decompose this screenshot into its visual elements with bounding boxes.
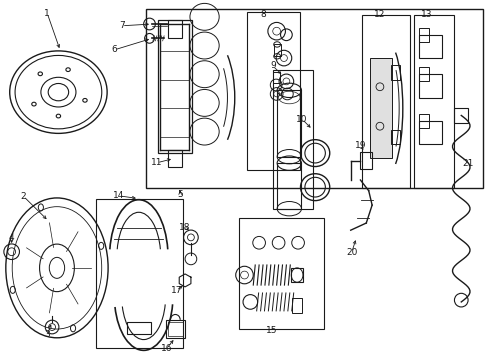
Bar: [418, 35, 441, 58]
Text: 4: 4: [9, 233, 15, 242]
Bar: [146, 9, 482, 188]
Text: 1: 1: [44, 9, 50, 18]
Bar: [272, 72, 279, 83]
Bar: [277, 163, 301, 209]
Text: 6: 6: [111, 45, 117, 54]
Text: 10: 10: [296, 114, 307, 123]
Bar: [158, 21, 191, 153]
Bar: [292, 298, 302, 313]
Text: 21: 21: [461, 159, 472, 168]
Bar: [126, 321, 151, 334]
Bar: [418, 121, 441, 144]
Bar: [167, 321, 183, 336]
Bar: [165, 320, 184, 338]
Bar: [277, 90, 301, 157]
Text: 15: 15: [265, 326, 277, 335]
Text: 5: 5: [177, 190, 183, 199]
Bar: [413, 15, 453, 188]
Text: 14: 14: [113, 191, 124, 200]
Bar: [418, 74, 441, 98]
Bar: [418, 28, 428, 42]
Text: 18: 18: [179, 223, 190, 232]
Bar: [291, 268, 303, 282]
Bar: [273, 44, 280, 56]
Text: 7: 7: [119, 21, 124, 30]
Text: 16: 16: [161, 344, 172, 353]
Bar: [453, 108, 467, 123]
Bar: [96, 199, 183, 348]
Text: 20: 20: [346, 248, 357, 257]
Text: 13: 13: [421, 10, 432, 19]
Text: 9: 9: [269, 62, 275, 71]
Bar: [238, 218, 324, 329]
Text: 17: 17: [170, 286, 182, 295]
Bar: [369, 58, 391, 158]
Bar: [390, 130, 400, 144]
Bar: [390, 65, 400, 80]
Text: 11: 11: [151, 158, 162, 167]
Text: 8: 8: [260, 10, 265, 19]
Text: 2: 2: [20, 192, 26, 201]
Bar: [167, 21, 182, 39]
Bar: [167, 149, 182, 167]
Text: 12: 12: [373, 10, 385, 19]
Bar: [272, 69, 312, 210]
Bar: [247, 12, 300, 170]
Bar: [418, 114, 428, 128]
Text: 3: 3: [44, 330, 50, 339]
Bar: [360, 152, 371, 169]
Bar: [418, 67, 428, 81]
Bar: [362, 15, 409, 188]
Text: 19: 19: [354, 141, 366, 150]
